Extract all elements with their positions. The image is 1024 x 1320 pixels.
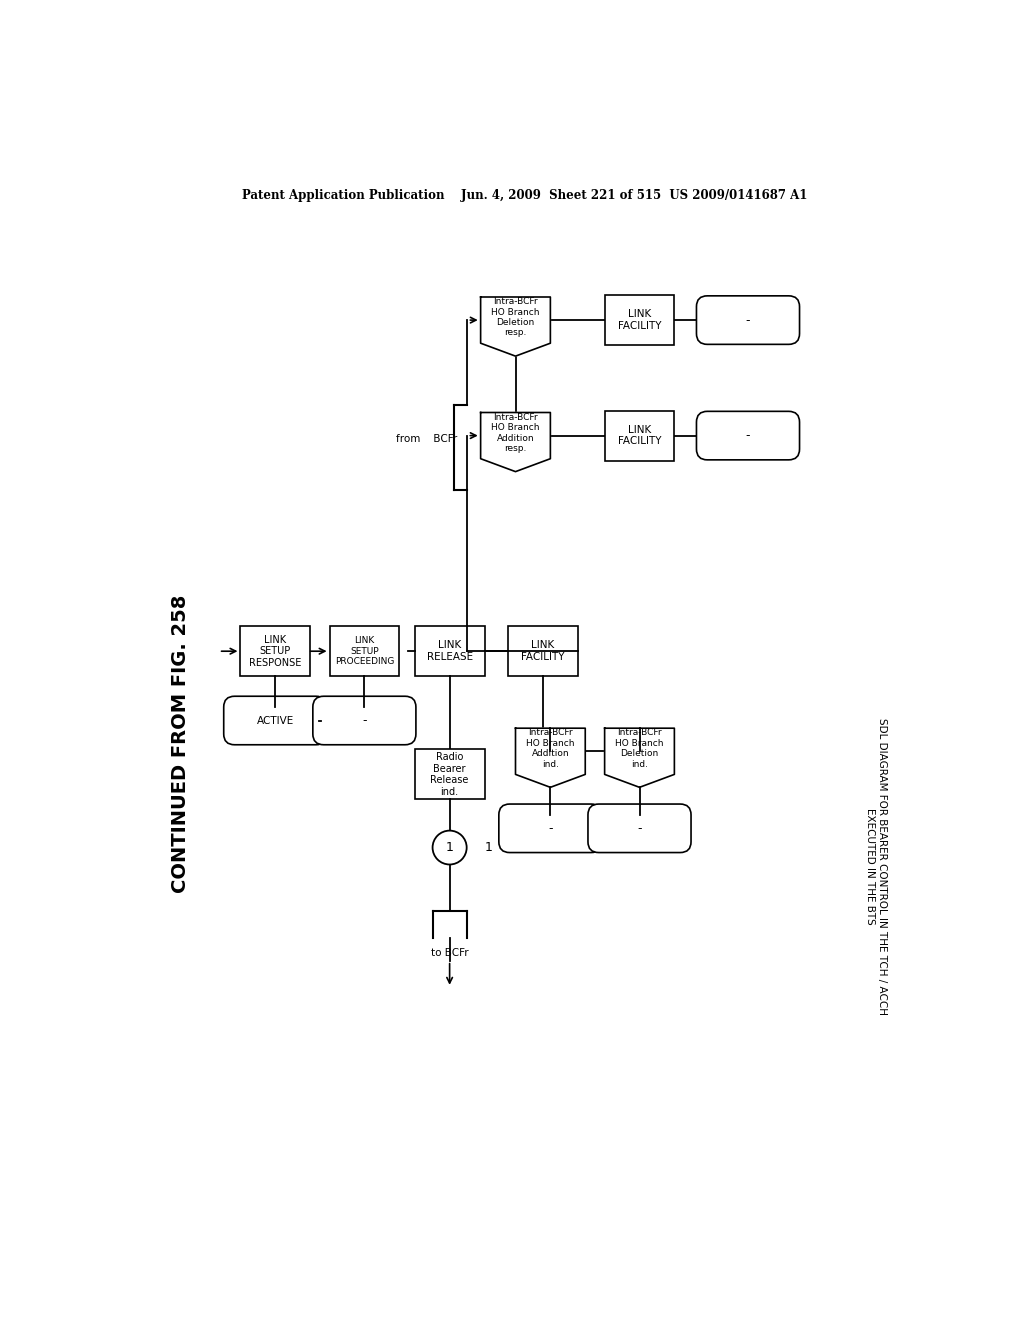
Text: LINK
SETUP
RESPONSE: LINK SETUP RESPONSE (249, 635, 301, 668)
Text: LINK
RELEASE: LINK RELEASE (427, 640, 473, 663)
Bar (241, 626, 310, 676)
Text: from    BCFr: from BCFr (395, 434, 457, 445)
FancyBboxPatch shape (696, 296, 800, 345)
Bar (415, 750, 484, 800)
Text: -: - (637, 822, 642, 834)
Text: Intra-BCFr
HO Branch
Addition
ind.: Intra-BCFr HO Branch Addition ind. (526, 729, 574, 768)
FancyBboxPatch shape (588, 804, 691, 853)
Polygon shape (480, 412, 550, 471)
FancyBboxPatch shape (499, 804, 602, 853)
FancyBboxPatch shape (696, 412, 800, 459)
FancyBboxPatch shape (223, 696, 327, 744)
Text: -: - (745, 314, 751, 326)
Text: Intra-BCFr
HO Branch
Addition
resp.: Intra-BCFr HO Branch Addition resp. (492, 413, 540, 453)
Text: LINK
FACILITY: LINK FACILITY (521, 640, 564, 663)
Text: SDL DIAGRAM FOR BEARER CONTROL IN THE TCH / ACCH
EXECUTED IN THE BTS: SDL DIAGRAM FOR BEARER CONTROL IN THE TC… (865, 718, 887, 1015)
Polygon shape (480, 297, 550, 356)
Bar (604, 296, 675, 345)
Text: Intra-BCFr
HO Branch
Deletion
resp.: Intra-BCFr HO Branch Deletion resp. (492, 297, 540, 338)
Text: Patent Application Publication    Jun. 4, 2009  Sheet 221 of 515  US 2009/014168: Patent Application Publication Jun. 4, 2… (242, 189, 808, 202)
Text: to BCFr: to BCFr (431, 948, 468, 958)
Text: LINK
FACILITY: LINK FACILITY (617, 425, 662, 446)
Text: -: - (745, 429, 751, 442)
Text: 1: 1 (445, 841, 454, 854)
Circle shape (432, 830, 467, 865)
Text: -: - (362, 714, 367, 727)
Text: ACTIVE: ACTIVE (257, 715, 294, 726)
Text: LINK
FACILITY: LINK FACILITY (617, 309, 662, 331)
Text: CONTINUED FROM FIG. 258: CONTINUED FROM FIG. 258 (171, 594, 190, 892)
Bar (604, 411, 675, 461)
FancyBboxPatch shape (313, 696, 416, 744)
Polygon shape (515, 729, 586, 787)
Text: LINK
SETUP
PROCEEDING: LINK SETUP PROCEEDING (335, 636, 394, 667)
Text: Radio
Bearer
Release
ind.: Radio Bearer Release ind. (430, 752, 469, 797)
Bar (508, 626, 578, 676)
Text: -: - (548, 822, 553, 834)
Bar (330, 626, 399, 676)
Bar (415, 626, 484, 676)
Polygon shape (604, 729, 675, 787)
Text: Intra-BCFr
HO Branch
Deletion
ind.: Intra-BCFr HO Branch Deletion ind. (615, 729, 664, 768)
Text: 1: 1 (484, 841, 493, 854)
